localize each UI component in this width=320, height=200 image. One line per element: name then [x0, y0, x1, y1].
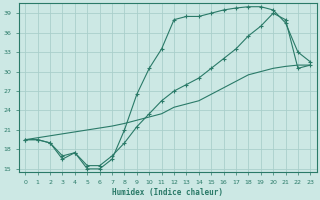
X-axis label: Humidex (Indice chaleur): Humidex (Indice chaleur): [112, 188, 223, 197]
